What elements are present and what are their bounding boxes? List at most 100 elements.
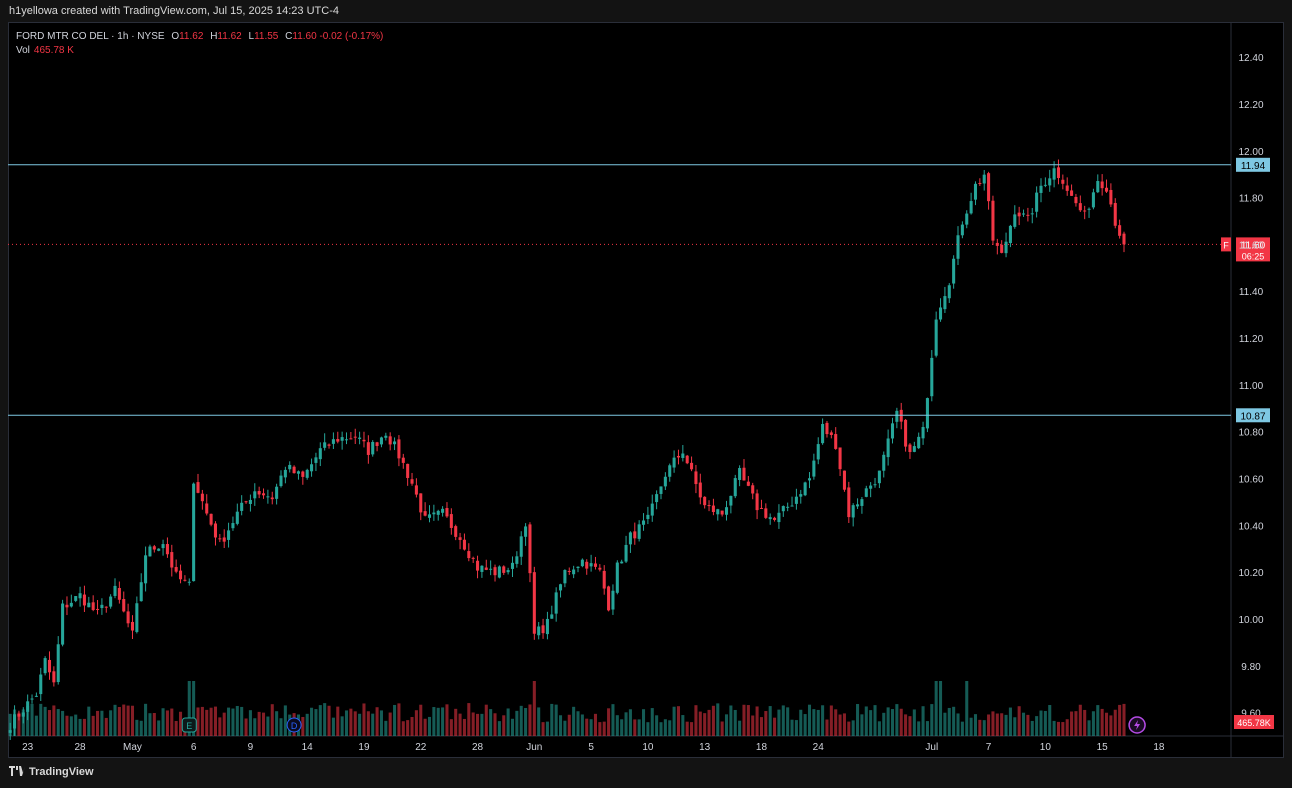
volume-bar: [179, 711, 183, 736]
volume-bar: [1083, 709, 1087, 736]
candle-body: [126, 611, 130, 624]
footer-brand[interactable]: TradingView: [9, 765, 94, 779]
candle-body: [746, 481, 750, 486]
horizontal-level-tag: [1236, 157, 1270, 172]
candle-body: [253, 491, 257, 499]
candle-body: [873, 484, 877, 486]
candle-body: [96, 608, 100, 610]
candle-body: [240, 502, 244, 511]
volume-bar: [1035, 716, 1039, 736]
candle-body: [366, 442, 370, 455]
volume-bar: [768, 706, 772, 736]
volume-bar: [34, 715, 38, 736]
volume-bar: [406, 720, 410, 736]
volume-bar: [847, 721, 851, 736]
candle-body: [1061, 179, 1065, 184]
volume-bar: [646, 722, 650, 736]
candle-body: [856, 504, 860, 507]
candle-body: [218, 538, 222, 540]
candle-body: [834, 434, 838, 449]
chart-pane[interactable]: [8, 22, 1284, 758]
candle-body: [681, 453, 685, 458]
candle-body: [633, 531, 637, 539]
candle-body: [934, 319, 938, 356]
x-tick-label: 10: [642, 742, 654, 753]
volume-bar: [8, 713, 12, 736]
volume-bar: [790, 719, 794, 736]
volume-bar: [358, 713, 362, 736]
volume-bar: [838, 714, 842, 736]
candle-body: [139, 582, 143, 602]
volume-bar: [1021, 712, 1026, 736]
volume-bar: [1052, 720, 1056, 736]
candle-body: [829, 432, 833, 435]
candle-body: [401, 457, 405, 463]
candle-body: [344, 439, 349, 441]
volume-bar: [895, 704, 899, 736]
bar-countdown-label: 06:25: [1242, 251, 1265, 261]
candle-body: [130, 621, 135, 631]
volume-bar: [231, 708, 235, 736]
candle-body: [323, 442, 327, 448]
volume-bar: [690, 722, 694, 736]
volume-bar: [69, 716, 73, 736]
volume-bar: [47, 710, 52, 736]
volume-bar: [751, 715, 755, 736]
candle-body: [585, 561, 589, 569]
candle-body: [991, 200, 995, 241]
candle-body: [930, 357, 934, 397]
volume-bar: [65, 715, 69, 736]
candle-body: [82, 594, 86, 606]
candle-body: [432, 512, 436, 515]
candle-body: [445, 508, 449, 517]
candle-body: [589, 563, 593, 567]
candle-body: [1065, 185, 1069, 191]
volume-bar: [978, 719, 982, 736]
y-tick-label: 12.00: [1238, 147, 1263, 158]
candle-body: [30, 698, 34, 700]
volume-bar: [598, 722, 602, 736]
volume-bar: [248, 710, 252, 736]
legend-symbol[interactable]: FORD MTR CO DEL · 1h · NYSE: [16, 31, 165, 42]
candle-body: [1070, 190, 1074, 196]
candle-body: [266, 496, 270, 498]
candle-body: [960, 224, 964, 236]
volume-bar: [515, 710, 519, 736]
y-tick-label: 11.80: [1239, 194, 1264, 205]
candle-body: [598, 567, 602, 570]
candle-body: [318, 448, 322, 460]
volume-bar: [393, 704, 397, 736]
volume-bar: [323, 703, 327, 736]
candle-body: [244, 501, 248, 503]
candle-body: [379, 437, 383, 445]
volume-bar: [410, 717, 414, 736]
volume-bar: [157, 720, 161, 736]
candle-body: [165, 544, 169, 555]
x-tick-label: 10: [1040, 742, 1052, 753]
volume-bar: [401, 721, 405, 736]
candle-body: [56, 644, 60, 683]
last-price-label: 11.60: [1241, 240, 1266, 251]
legend-volume-label[interactable]: Vol: [16, 45, 30, 56]
candle-body: [384, 435, 388, 438]
volume-bar: [886, 707, 890, 736]
volume-bar: [458, 713, 462, 736]
candle-body: [685, 455, 689, 464]
volume-bar: [650, 708, 654, 736]
volume-bar: [192, 681, 196, 736]
candle-body: [563, 570, 567, 584]
volume-bar: [253, 718, 257, 736]
candle-body: [882, 454, 886, 471]
candle-body: [1091, 192, 1095, 208]
volume-bar: [1065, 719, 1069, 736]
candle-body: [860, 499, 864, 506]
candle-body: [353, 436, 357, 438]
volume-bar: [825, 719, 829, 736]
volume-bar: [755, 706, 759, 736]
volume-bar: [205, 709, 209, 736]
volume-bar: [454, 708, 458, 736]
volume-bar: [637, 719, 641, 736]
volume-bar: [1048, 705, 1052, 736]
volume-bar: [995, 713, 999, 736]
